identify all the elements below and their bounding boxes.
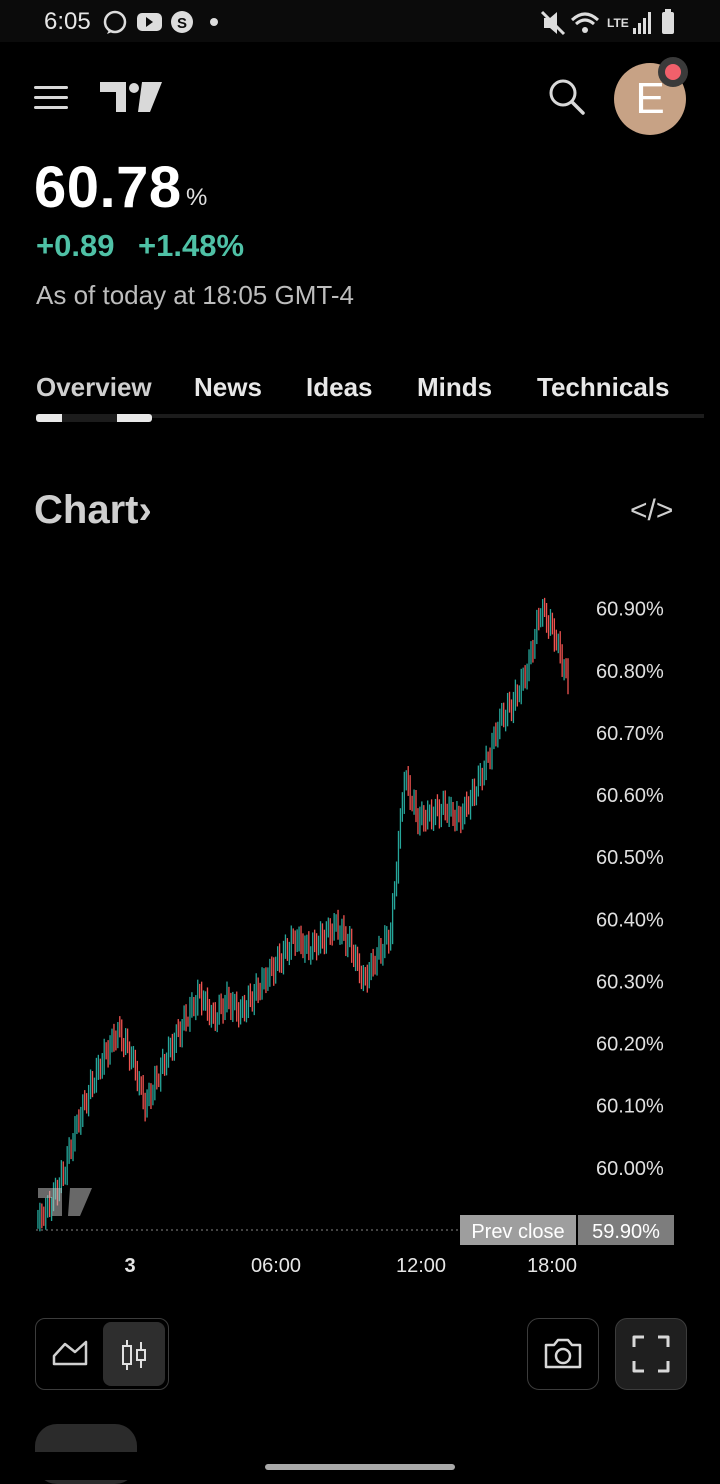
y-axis-tick-label: 60.20%: [596, 1034, 664, 1056]
network-type-label: LTE: [607, 16, 629, 30]
fullscreen-button[interactable]: [615, 1318, 687, 1390]
price-unit: %: [186, 184, 208, 211]
price-change-percent: +1.48%: [138, 228, 245, 263]
area-chart-icon: [52, 1340, 88, 1366]
chart-title: Chart: [34, 488, 139, 532]
chevron-right-icon: ›: [138, 488, 152, 532]
prev-close-value-tag: [578, 1215, 674, 1245]
notification-dot: [658, 57, 688, 87]
prev-close-value: 59.90%: [592, 1221, 660, 1243]
y-axis-tick-label: 60.90%: [596, 599, 664, 621]
system-icons: LTE: [540, 9, 674, 36]
tab-overview[interactable]: Overview: [36, 372, 152, 402]
notification-icons: S: [103, 10, 218, 34]
y-axis-tick-label: 60.50%: [596, 847, 664, 869]
price-chart[interactable]: 60.90% 60.80% 60.70% 60.60% 60.50% 60.40% 60.3…: [0, 580, 720, 1290]
embed-code-icon[interactable]: </>: [630, 494, 674, 527]
s-app-icon: S: [171, 11, 193, 33]
youtube-icon: [137, 13, 162, 31]
x-axis-tick-label: 12:00: [396, 1255, 446, 1277]
wifi-icon: [570, 12, 600, 33]
y-axis-tick-label: 60.10%: [596, 1096, 664, 1118]
chart-type-toggle: [35, 1318, 169, 1390]
camera-icon: [544, 1338, 582, 1369]
prev-close-tag: [460, 1215, 576, 1245]
price-change: +0.89: [36, 228, 115, 263]
status-time: 6:05: [44, 8, 91, 35]
candlestick-button[interactable]: [103, 1322, 165, 1386]
tab-news[interactable]: News: [194, 372, 262, 402]
candlestick-icon: [122, 1340, 146, 1370]
snapshot-button[interactable]: [527, 1318, 599, 1390]
y-axis-tick-label: 60.60%: [596, 785, 664, 807]
whatsapp-icon: [103, 10, 127, 34]
status-bar: [0, 0, 720, 42]
fullscreen-icon: [632, 1335, 670, 1373]
mute-icon: [540, 10, 566, 36]
tab-scroll-track: [36, 414, 704, 418]
x-axis-tick-label: 06:00: [251, 1255, 301, 1277]
y-axis-tick-label: 60.70%: [596, 723, 664, 745]
svg-text:S: S: [177, 15, 187, 32]
dot-icon: [210, 18, 218, 26]
y-axis-tick-label: 60.00%: [596, 1158, 664, 1180]
chart-watermark-logo: [38, 1188, 92, 1216]
battery-icon: [662, 9, 674, 34]
home-indicator[interactable]: [265, 1464, 455, 1470]
tab-ideas[interactable]: Ideas: [306, 372, 373, 402]
x-axis-tick-label: 18:00: [527, 1255, 577, 1277]
signal-icon: [633, 12, 651, 34]
tab-indicator-gap: [62, 414, 117, 422]
price-value: 60.78: [34, 155, 182, 220]
search-icon[interactable]: [546, 76, 586, 116]
y-axis-tick-label: 60.30%: [596, 971, 664, 993]
tab-technicals[interactable]: Technicals: [537, 372, 670, 402]
y-axis-tick-label: 60.40%: [596, 909, 664, 931]
tab-minds[interactable]: Minds: [417, 372, 493, 402]
y-axis-tick-label: 60.80%: [596, 661, 664, 683]
x-axis-tick-label: 3: [124, 1255, 135, 1277]
chart-section-link[interactable]: Chart›: [34, 488, 152, 533]
area-chart-button[interactable]: [39, 1322, 101, 1386]
prev-close-label: Prev close: [471, 1221, 564, 1243]
tradingview-logo[interactable]: [98, 80, 164, 116]
quote-timestamp: As of today at 18:05 GMT-4: [36, 280, 354, 310]
menu-icon[interactable]: [34, 86, 68, 110]
